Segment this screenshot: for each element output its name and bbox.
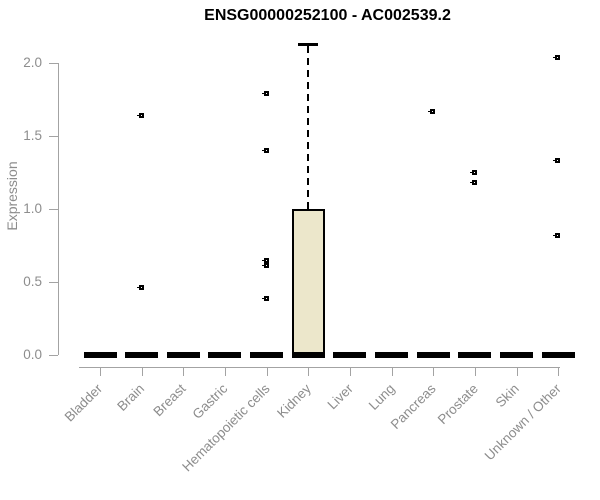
x-tick-mark [100,367,101,376]
median-bar [292,352,325,358]
y-tick-label: 1.0 [23,201,42,216]
y-tick-label: 0.5 [23,274,42,289]
x-tick-mark [142,367,143,376]
outlier-point [428,109,435,114]
x-tick-mark [475,367,476,376]
y-tick-mark [49,63,58,64]
outlier-point [262,263,269,268]
outlier-point [470,180,477,185]
median-bar [84,352,117,358]
median-bar [250,352,283,358]
y-tick-mark [49,209,58,210]
x-tick-mark [267,367,268,376]
outlier-point [262,296,269,301]
y-tick-label: 0.0 [23,347,42,362]
chart-title: ENSG00000252100 - AC002539.2 [204,7,451,24]
y-tick-mark [49,282,58,283]
y-tick-label: 2.0 [23,55,42,70]
median-bar [125,352,158,358]
median-bar [333,352,366,358]
outlier-point [262,148,269,153]
median-bar [375,352,408,358]
outlier-point [553,233,560,238]
whisker-cap [298,43,318,46]
outlier-point [262,258,269,263]
y-tick-label: 1.5 [23,128,42,143]
x-tick-mark [225,367,226,376]
outlier-point [553,158,560,163]
x-tick-label: Lung [365,381,398,413]
median-bar [500,352,533,358]
outlier-point [137,113,144,118]
x-tick-label: Bladder [62,381,106,425]
x-tick-mark [308,367,309,376]
x-tick-mark [433,367,434,376]
box-iqr [292,209,325,352]
x-tick-label: Brain [114,381,148,414]
x-tick-label: Gastric [189,381,231,422]
x-tick-mark [183,367,184,376]
x-tick-mark [517,367,518,376]
x-tick-label: Prostate [434,381,481,428]
outlier-point [137,285,144,290]
outlier-point [262,91,269,96]
x-tick-label: Breast [150,381,189,420]
y-axis-line [58,63,59,355]
outlier-point [553,55,560,60]
median-bar [542,352,575,358]
x-tick-label: Liver [324,381,356,413]
y-tick-mark [49,136,58,137]
upper-whisker [307,46,309,209]
x-tick-label: Skin [492,381,522,411]
median-bar [167,352,200,358]
x-tick-label: Kidney [273,381,314,421]
x-tick-mark [392,367,393,376]
median-bar [208,352,241,358]
x-tick-mark [350,367,351,376]
median-bar [458,352,491,358]
x-tick-mark [558,367,559,376]
median-bar [417,352,450,358]
outlier-point [470,170,477,175]
x-axis-line [79,367,560,368]
y-tick-mark [49,355,58,356]
x-tick-label: Unknown / Other [481,381,564,464]
y-axis-label: Expression [4,161,20,231]
